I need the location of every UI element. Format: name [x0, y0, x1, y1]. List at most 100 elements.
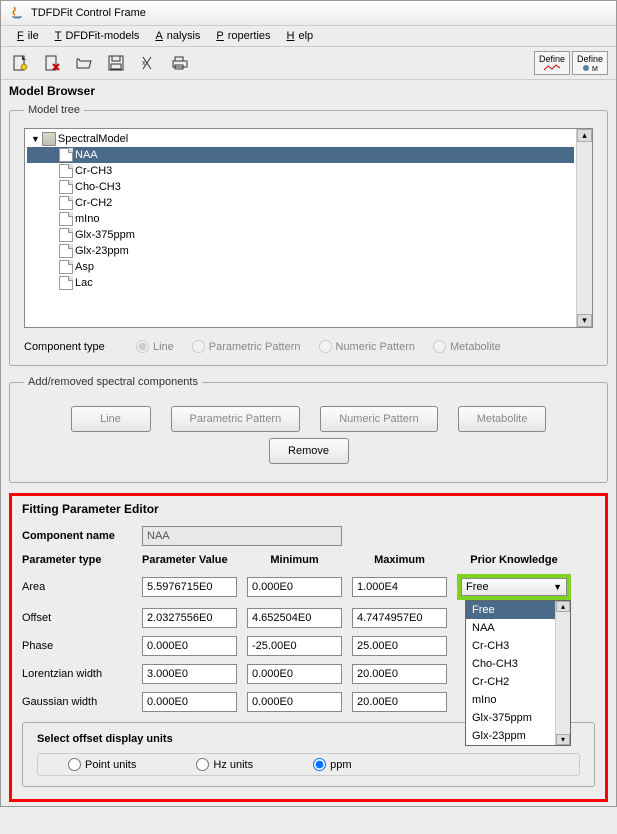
- tree-item-label: mIno: [75, 213, 99, 225]
- define-button-2[interactable]: DefineM: [572, 51, 608, 75]
- tree-item[interactable]: Cr-CH2: [27, 195, 590, 211]
- save-icon[interactable]: [105, 52, 127, 74]
- tree-item[interactable]: mIno: [27, 211, 590, 227]
- component-type-radio: [319, 340, 332, 353]
- offset-unit-radio[interactable]: [313, 758, 326, 771]
- chevron-down-icon: ▼: [553, 582, 562, 592]
- toolbar-right: Define DefineM: [534, 51, 608, 75]
- param-min-input[interactable]: [247, 577, 342, 597]
- menu-analysis[interactable]: Analysis: [147, 28, 204, 44]
- window-title: TDFDFit Control Frame: [31, 7, 146, 19]
- prior-knowledge-dropdown[interactable]: Free▼: [461, 578, 567, 596]
- menu-tdfdfit-models[interactable]: TDFDFit-models: [47, 28, 144, 44]
- offset-unit-radio[interactable]: [68, 758, 81, 771]
- offset-unit-option[interactable]: Hz units: [196, 758, 253, 771]
- param-value-input[interactable]: [142, 636, 237, 656]
- file-icon: [59, 212, 73, 226]
- add-component-button[interactable]: Parametric Pattern: [171, 406, 301, 432]
- tree-item[interactable]: Lac: [27, 275, 590, 291]
- param-value-input[interactable]: [142, 608, 237, 628]
- menu-help[interactable]: Help: [279, 28, 318, 44]
- param-min-input[interactable]: [247, 664, 342, 684]
- offset-unit-option[interactable]: ppm: [313, 758, 351, 771]
- param-label: Gaussian width: [22, 696, 132, 708]
- app-window: TDFDFit Control Frame File TDFDFit-model…: [0, 0, 617, 807]
- add-component-button[interactable]: Line: [71, 406, 151, 432]
- tree-item[interactable]: NAA: [27, 147, 574, 163]
- param-min-input[interactable]: [247, 692, 342, 712]
- tree-item-label: Glx-23ppm: [75, 245, 129, 257]
- header-maximum: Maximum: [352, 554, 447, 566]
- fitting-title: Fitting Parameter Editor: [22, 502, 595, 516]
- param-value-input[interactable]: [142, 577, 237, 597]
- tree-item[interactable]: Asp: [27, 259, 590, 275]
- param-max-input[interactable]: [352, 636, 447, 656]
- param-row: Area Free▼ FreeNAACr-CH3Cho-CH3Cr-CH2mIn…: [22, 574, 595, 600]
- file-icon: [59, 244, 73, 258]
- param-label: Lorentzian width: [22, 668, 132, 680]
- define-button-1[interactable]: Define: [534, 51, 570, 75]
- file-icon: [59, 180, 73, 194]
- param-max-input[interactable]: [352, 664, 447, 684]
- component-type-row: Component type Line Parametric Pattern Num…: [24, 340, 593, 353]
- tree-item[interactable]: Cho-CH3: [27, 179, 590, 195]
- tree-item-label: Cr-CH2: [75, 197, 112, 209]
- tree-item[interactable]: Cr-CH3: [27, 163, 590, 179]
- tree-item-label: Asp: [75, 261, 94, 273]
- param-max-input[interactable]: [352, 692, 447, 712]
- tree-root[interactable]: ▼ SpectralModel: [27, 131, 590, 147]
- param-min-input[interactable]: [247, 636, 342, 656]
- component-type-option: Parametric Pattern: [192, 340, 301, 353]
- print-icon[interactable]: [169, 52, 191, 74]
- param-min-input[interactable]: [247, 608, 342, 628]
- add-remove-fieldset: Add/removed spectral components Line Para…: [9, 376, 608, 483]
- menu-properties[interactable]: Properties: [208, 28, 274, 44]
- svg-text:M: M: [592, 66, 598, 72]
- offset-unit-radio[interactable]: [196, 758, 209, 771]
- component-type-label: Component type: [24, 341, 124, 353]
- param-max-input[interactable]: [352, 577, 447, 597]
- tree-item-label: Glx-375ppm: [75, 229, 135, 241]
- tree-item-label: Cho-CH3: [75, 181, 121, 193]
- menu-file[interactable]: File: [9, 28, 43, 44]
- java-icon: [9, 5, 25, 21]
- header-param-type: Parameter type: [22, 554, 132, 566]
- add-component-button[interactable]: Numeric Pattern: [320, 406, 437, 432]
- tree-item-label: Lac: [75, 277, 93, 289]
- param-header-row: Parameter type Parameter Value Minimum M…: [22, 554, 595, 566]
- component-type-option: Line: [136, 340, 174, 353]
- cut-icon[interactable]: x: [137, 52, 159, 74]
- dropdown-scrollbar[interactable]: [555, 601, 570, 745]
- component-type-option: Numeric Pattern: [319, 340, 415, 353]
- tree-container[interactable]: ▼ SpectralModel NAA Cr-CH3 Cho-CH3 Cr-CH2 mI…: [24, 128, 593, 328]
- toolbar: x Define DefineM: [1, 47, 616, 80]
- delete-doc-icon[interactable]: [41, 52, 63, 74]
- tree-item[interactable]: Glx-375ppm: [27, 227, 590, 243]
- param-value-input[interactable]: [142, 664, 237, 684]
- file-icon: [59, 276, 73, 290]
- param-max-input[interactable]: [352, 608, 447, 628]
- tree-item[interactable]: Glx-23ppm: [27, 243, 590, 259]
- add-component-button[interactable]: Metabolite: [458, 406, 547, 432]
- add-buttons-row: Line Parametric Pattern Numeric Pattern Met…: [24, 406, 593, 432]
- offset-unit-option[interactable]: Point units: [68, 758, 136, 771]
- open-icon[interactable]: [73, 52, 95, 74]
- component-name-row: Component name: [22, 526, 595, 546]
- param-value-input[interactable]: [142, 692, 237, 712]
- component-type-radio: [136, 340, 149, 353]
- file-icon: [59, 164, 73, 178]
- remove-button[interactable]: Remove: [269, 438, 349, 464]
- menubar: File TDFDFit-models Analysis Properties …: [1, 26, 616, 47]
- tree-scrollbar[interactable]: [576, 129, 592, 327]
- dropdown-list: FreeNAACr-CH3Cho-CH3Cr-CH2mInoGlx-375ppm…: [465, 600, 571, 746]
- file-icon: [59, 228, 73, 242]
- model-browser-title: Model Browser: [9, 84, 608, 98]
- model-tree-fieldset: Model tree ▼ SpectralModel NAACr-CH3Cho-…: [9, 104, 608, 366]
- tree-expand-icon[interactable]: ▼: [31, 134, 40, 144]
- component-type-radio: [433, 340, 446, 353]
- header-prior: Prior Knowledge: [457, 554, 571, 566]
- add-remove-legend: Add/removed spectral components: [24, 376, 202, 388]
- prior-knowledge-dropdown-wrap: Free▼ FreeNAACr-CH3Cho-CH3Cr-CH2mInoGlx-…: [457, 574, 571, 600]
- new-doc-icon[interactable]: [9, 52, 31, 74]
- tree-item-label: NAA: [75, 149, 98, 161]
